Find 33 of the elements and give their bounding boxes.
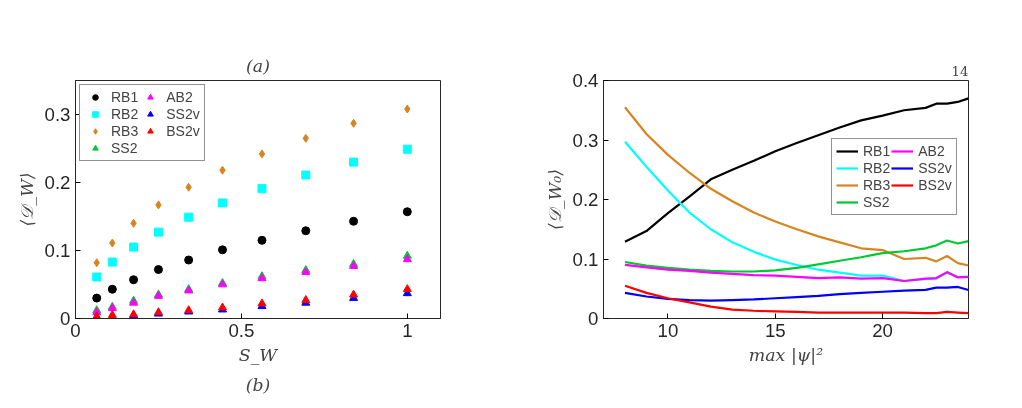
legend-label: BS2v: [166, 123, 200, 139]
x-tick-label: 15: [764, 319, 786, 341]
x-tick-label: 10: [657, 319, 679, 341]
legend-label: RB3: [111, 123, 139, 139]
x-axis-title: S_W: [238, 344, 279, 365]
legend-label: SS2: [863, 194, 890, 210]
y-tick-label: 0.2: [572, 189, 599, 210]
y-tick-label: 0.4: [572, 70, 599, 91]
y-tick-label: 0.1: [44, 240, 71, 261]
legend-label: BS2v: [918, 177, 952, 193]
y-tick-label: 0.3: [44, 104, 71, 125]
legend-label: RB1: [863, 143, 891, 159]
y-tick-label: 0.2: [44, 172, 71, 193]
y-axis-title: ⟨𝒟_W⟩: [16, 172, 37, 227]
legend-label: SS2v: [918, 160, 952, 176]
y-tick-label: 0.3: [572, 129, 599, 151]
legend-label: AB2: [166, 89, 193, 105]
legend-label: RB1: [111, 89, 139, 105]
x-tick-label: 20: [872, 319, 894, 341]
legend-label: AB2: [918, 143, 945, 159]
x-tick-label: 1: [402, 319, 413, 341]
text: (b): [245, 374, 271, 395]
x-tick-label: 0.5: [228, 319, 255, 341]
y-tick-label: 0.1: [572, 248, 599, 270]
legend-label: RB2: [111, 106, 139, 122]
x-axis-title: max |ψ|²: [748, 344, 824, 365]
legend-label: RB2: [863, 160, 891, 176]
chart-title: (a): [246, 55, 270, 76]
y-axis-title: ⟨𝒟_W₀⟩: [544, 169, 565, 230]
legend-label: RB3: [863, 177, 891, 193]
legend-label: SS2: [111, 140, 138, 156]
text: 14: [951, 63, 969, 79]
legend-label: SS2v: [166, 106, 200, 122]
